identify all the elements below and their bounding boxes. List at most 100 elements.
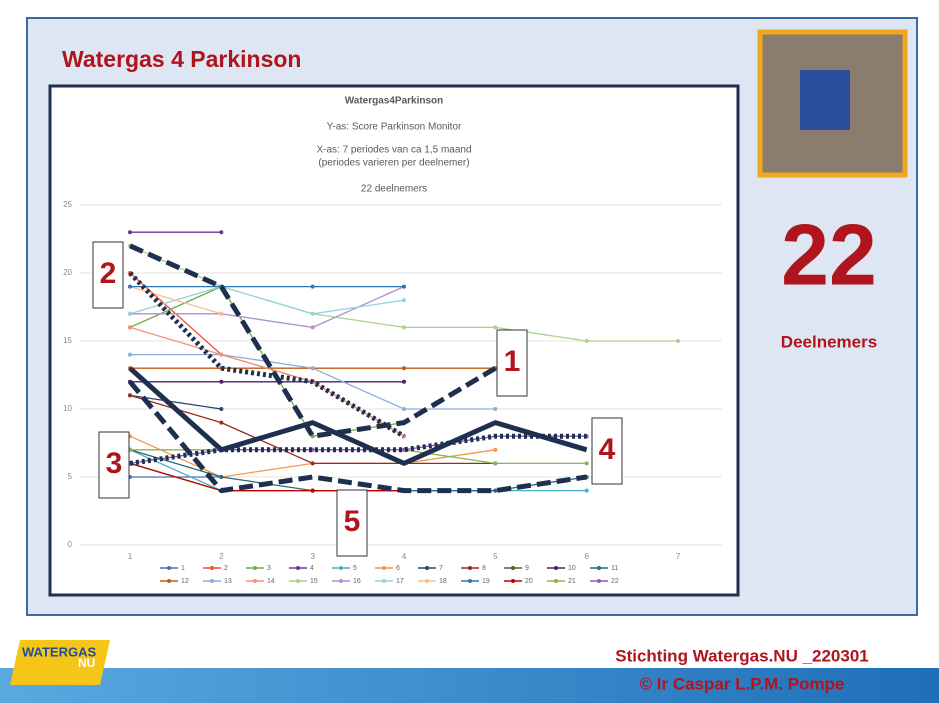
series-point	[402, 379, 406, 384]
y-tick-label: 10	[63, 404, 72, 413]
legend-label: 14	[267, 578, 275, 585]
legend-swatch	[339, 566, 343, 570]
x-tick-label: 6	[584, 552, 589, 561]
legend-swatch	[511, 566, 515, 570]
series-point	[128, 311, 132, 316]
chart-title: Watergas4Parkinson	[345, 96, 444, 107]
highlight-label: 5	[344, 505, 361, 538]
series-point	[128, 325, 132, 330]
legend-label: 3	[267, 565, 271, 572]
legend-swatch	[554, 579, 558, 583]
y-tick-label: 15	[63, 336, 72, 345]
legend-swatch	[597, 566, 601, 570]
participant-label: Deelnemers	[781, 332, 877, 351]
legend-label: 12	[181, 578, 189, 585]
legend-swatch	[296, 566, 300, 570]
highlight-label: 1	[504, 345, 521, 378]
series-point	[310, 366, 315, 371]
legend-swatch	[296, 579, 300, 583]
logo-shape	[10, 640, 110, 685]
footer-bar	[0, 668, 939, 703]
legend-label: 8	[482, 565, 486, 572]
x-tick-label: 1	[128, 552, 133, 561]
chart-subtitle: (periodes varieren per deelnemer)	[318, 158, 469, 169]
legend-swatch	[167, 579, 171, 583]
highlight-line	[128, 366, 588, 466]
series-point	[310, 325, 315, 330]
legend-label: 22	[611, 578, 619, 585]
legend-swatch	[425, 566, 429, 570]
series-point	[584, 461, 589, 466]
legend-label: 4	[310, 565, 314, 572]
legend-swatch	[210, 566, 214, 570]
series-point	[584, 339, 589, 343]
highlight-label-box	[98, 431, 130, 499]
y-tick-label: 5	[68, 472, 73, 481]
series-point	[219, 475, 224, 479]
legend-label: 10	[568, 565, 576, 572]
legend-swatch	[468, 579, 472, 583]
legend-label: 17	[396, 578, 404, 585]
series-point	[310, 284, 315, 289]
highlight-line	[128, 380, 588, 494]
series-point	[493, 407, 498, 411]
chart-subtitle: 22 deelnemers	[361, 184, 427, 195]
legend-swatch	[597, 579, 601, 583]
series-point	[128, 352, 132, 357]
series-point	[219, 420, 224, 425]
legend-label: 13	[224, 578, 232, 585]
series-point	[128, 230, 132, 235]
legend-swatch	[554, 566, 558, 570]
legend-label: 15	[310, 578, 318, 585]
series-point	[402, 325, 406, 330]
highlight-label-box	[591, 417, 623, 485]
y-tick-label: 0	[68, 540, 73, 549]
series-point	[493, 488, 498, 493]
legend-label: 1	[181, 565, 185, 572]
legend-swatch	[382, 566, 386, 570]
legend-swatch	[253, 566, 257, 570]
highlight-label-box	[336, 489, 368, 557]
series-point	[402, 298, 406, 303]
series-point	[676, 339, 680, 343]
series-point	[310, 488, 315, 493]
series-point	[402, 407, 406, 411]
series-line	[129, 285, 222, 315]
photo-device	[800, 70, 850, 130]
series-point	[493, 325, 498, 330]
highlight-line	[128, 243, 497, 439]
x-tick-label: 3	[310, 552, 315, 561]
highlight-label: 4	[599, 433, 616, 466]
legend-label: 21	[568, 578, 576, 585]
series-point	[128, 284, 132, 289]
logo-text: NU	[78, 656, 95, 670]
legend-swatch	[210, 579, 214, 583]
x-tick-label: 2	[219, 552, 224, 561]
highlight-line	[128, 271, 406, 439]
series-point	[219, 407, 224, 411]
slide-title: Watergas 4 Parkinson	[62, 46, 301, 72]
logo-text: WATERGAS	[22, 644, 96, 659]
highlight-label: 3	[106, 447, 123, 480]
legend-label: 2	[224, 565, 228, 572]
participant-count: 22	[781, 208, 877, 304]
legend-label: 18	[439, 578, 447, 585]
x-tick-label: 5	[493, 552, 498, 561]
legend-swatch	[382, 579, 386, 583]
legend-label: 7	[439, 565, 443, 572]
series-point	[310, 311, 315, 316]
legend-label: 11	[611, 565, 618, 572]
x-tick-label: 7	[676, 552, 681, 561]
series-point	[402, 284, 406, 289]
legend-label: 9	[525, 565, 529, 572]
highlight-line	[129, 433, 587, 466]
series-point	[219, 352, 224, 357]
y-tick-label: 25	[63, 200, 72, 209]
highlight-label: 2	[100, 257, 117, 290]
series-point	[310, 461, 315, 466]
series-point	[128, 393, 132, 398]
legend-swatch	[167, 566, 171, 570]
highlight-label-box	[92, 241, 124, 309]
series-point	[493, 447, 498, 452]
